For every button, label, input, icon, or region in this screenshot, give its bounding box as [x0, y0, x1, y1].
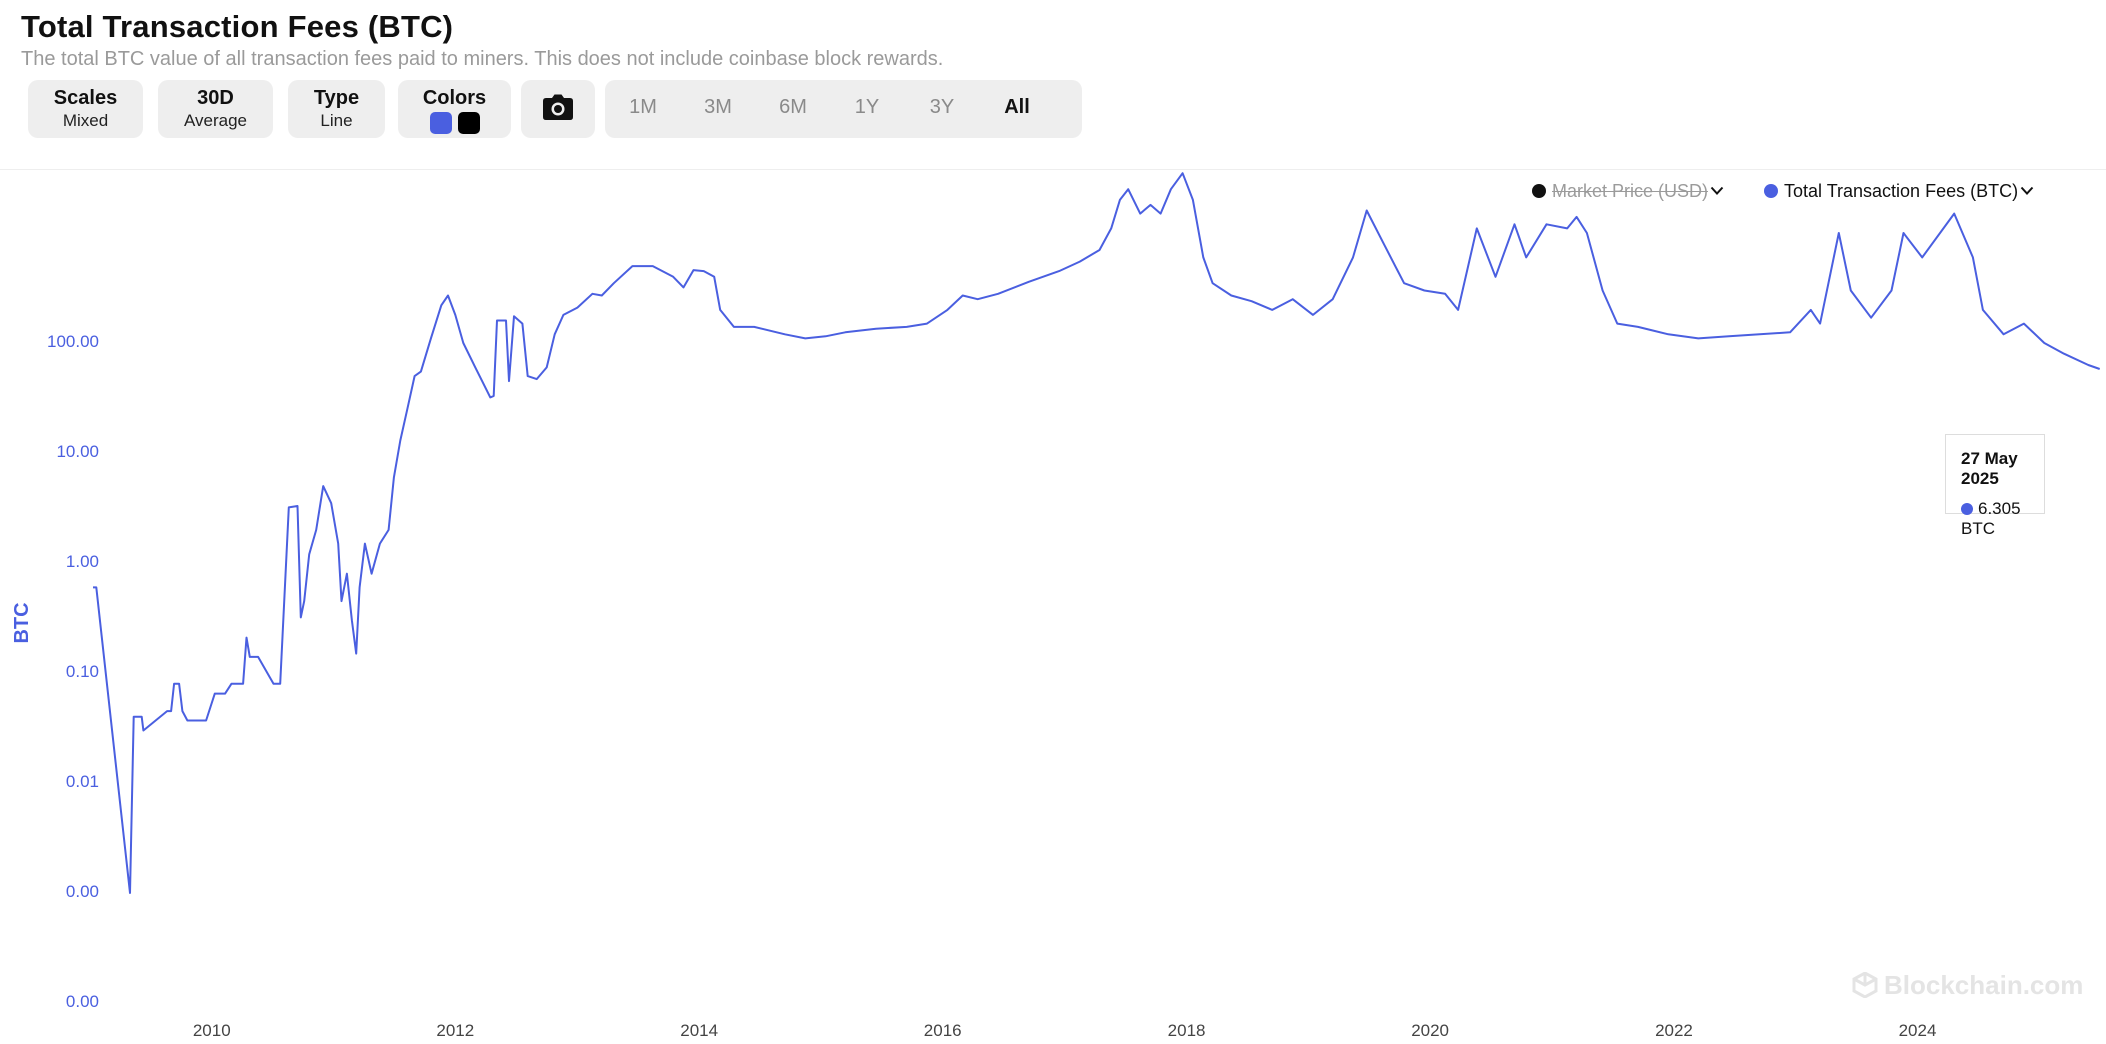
- tooltip-date: 27 May 2025: [1961, 449, 2018, 488]
- average-button[interactable]: 30D Average: [158, 80, 273, 138]
- type-button[interactable]: Type Line: [288, 80, 385, 138]
- y-tick-label: 100.00: [47, 332, 99, 351]
- colors-label: Colors: [422, 87, 487, 109]
- x-tick-label: 2022: [1655, 1021, 1693, 1040]
- x-tick-label: 2020: [1411, 1021, 1449, 1040]
- x-tick-label: 2010: [193, 1021, 231, 1040]
- y-tick-label: 0.01: [66, 772, 99, 791]
- tooltip-value-row: 6.305 BTC: [1961, 499, 2044, 539]
- y-tick-label: 10.00: [56, 442, 99, 461]
- y-tick-label: 0.00: [66, 992, 99, 1011]
- series-group: [93, 172, 2101, 894]
- average-value: Average: [183, 111, 247, 130]
- x-axis: 2010 2012 2014 2016 2018 2020 2022 2024: [193, 1021, 1937, 1040]
- blue-swatch[interactable]: [429, 112, 452, 134]
- watermark-text: Blockchain.com: [1884, 970, 2084, 1000]
- y-tick-label: 1.00: [66, 552, 99, 571]
- range-selector: 1M 3M 6M 1Y 3Y All: [605, 80, 1082, 138]
- x-tick-label: 2016: [924, 1021, 962, 1040]
- scales-value: Mixed: [62, 111, 109, 130]
- legend-dot: [1764, 184, 1778, 198]
- tooltip-dot: [1961, 503, 1973, 515]
- chevron-down-icon[interactable]: [2020, 180, 2034, 201]
- y-axis: 0.00 0.00 0.01 0.10 1.00 10.00 100.00: [47, 332, 99, 1011]
- range-1m[interactable]: 1M: [629, 96, 657, 118]
- average-label: 30D: [197, 87, 234, 109]
- x-tick-label: 2014: [680, 1021, 718, 1040]
- legend-label: Total Transaction Fees (BTC): [1784, 181, 2019, 201]
- chart-tooltip: 27 May 2025 6.305 BTC: [1945, 434, 2045, 538]
- legend-transaction-fees[interactable]: Total Transaction Fees (BTC): [1764, 180, 2034, 202]
- chevron-down-icon[interactable]: [1710, 180, 1724, 201]
- black-swatch[interactable]: [457, 112, 480, 134]
- y-tick-label: 0.10: [66, 662, 99, 681]
- header-divider: [0, 169, 2106, 170]
- tooltip-value: 6.305 BTC: [1961, 499, 2021, 538]
- range-6m[interactable]: 6M: [779, 96, 807, 118]
- range-3m[interactable]: 3M: [704, 96, 732, 118]
- type-label: Type: [313, 87, 360, 109]
- x-tick-label: 2012: [436, 1021, 474, 1040]
- blockchain-logo-icon: [1852, 971, 1878, 1005]
- scales-label: Scales: [53, 87, 118, 109]
- fees-chart: 0.00 0.00 0.01 0.10 1.00 10.00 100.00 2010 2012…: [11, 172, 2101, 1040]
- series-line-transaction-fees: [93, 172, 2101, 894]
- scales-button[interactable]: Scales Mixed: [28, 80, 143, 138]
- camera-button[interactable]: [521, 80, 595, 138]
- range-1y[interactable]: 1Y: [854, 96, 880, 118]
- legend-label: Market Price (USD): [1552, 181, 1709, 201]
- legend-market-price[interactable]: Market Price (USD): [1532, 180, 1724, 202]
- colors-button[interactable]: Colors: [398, 80, 511, 138]
- x-tick-label: 2024: [1899, 1021, 1937, 1040]
- page-subtitle: The total BTC value of all transaction f…: [21, 48, 944, 70]
- range-3y[interactable]: 3Y: [929, 96, 955, 118]
- legend-dot: [1532, 184, 1546, 198]
- type-value: Line: [320, 111, 353, 130]
- x-tick-label: 2018: [1168, 1021, 1206, 1040]
- y-axis-label: BTC: [11, 602, 33, 643]
- range-all[interactable]: All: [1004, 96, 1030, 118]
- camera-icon: [543, 94, 573, 120]
- page-title: Total Transaction Fees (BTC): [21, 9, 454, 44]
- y-tick-label: 0.00: [66, 882, 99, 901]
- watermark: Blockchain.com: [1852, 970, 2083, 1005]
